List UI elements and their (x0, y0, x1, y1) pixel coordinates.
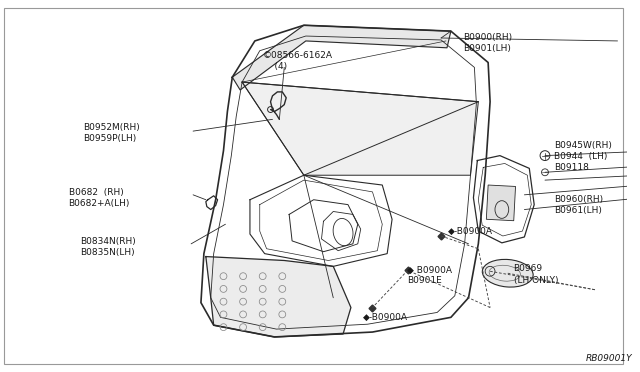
Text: B0960(RH)
B0961(LH): B0960(RH) B0961(LH) (554, 195, 603, 215)
Text: B0900(RH)
B0901(LH): B0900(RH) B0901(LH) (463, 33, 512, 53)
Text: B0682  (RH)
B0682+A(LH): B0682 (RH) B0682+A(LH) (68, 188, 130, 208)
Text: ◆ B0900A
B0901E: ◆ B0900A B0901E (407, 265, 452, 285)
Text: B0945W(RH)
B0944  (LH)
B09118: B0945W(RH) B0944 (LH) B09118 (554, 141, 612, 172)
Text: ◆-B0900A: ◆-B0900A (448, 227, 493, 236)
Text: B0969
(LH ONLY): B0969 (LH ONLY) (514, 264, 558, 285)
Text: RB09001Y: RB09001Y (586, 354, 633, 363)
Ellipse shape (483, 259, 533, 287)
Polygon shape (232, 25, 451, 90)
Text: ©08566-6162A
    (4): ©08566-6162A (4) (262, 51, 333, 71)
Polygon shape (242, 82, 478, 175)
Polygon shape (206, 257, 351, 337)
Text: ◆-B0900A: ◆-B0900A (363, 312, 408, 321)
Text: B0952M(RH)
B0959P(LH): B0952M(RH) B0959P(LH) (83, 123, 140, 143)
Text: B0834N(RH)
B0835N(LH): B0834N(RH) B0835N(LH) (81, 237, 136, 257)
Bar (486, 185, 516, 221)
